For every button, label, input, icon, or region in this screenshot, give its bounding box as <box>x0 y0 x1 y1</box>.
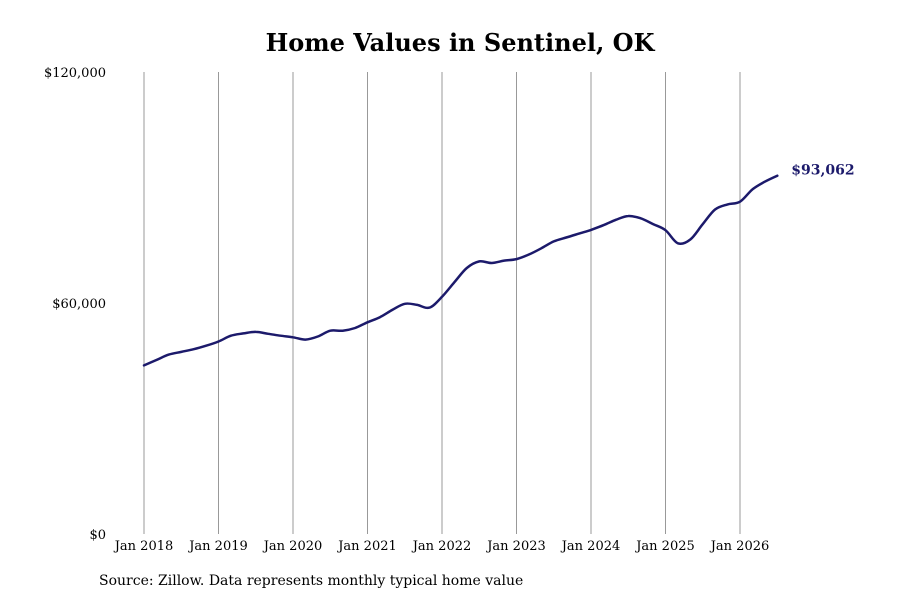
x-tick-label: Jan 2023 <box>485 539 546 554</box>
x-tick-label: Jan 2025 <box>634 539 695 554</box>
series-layer: $93,062 <box>142 163 855 367</box>
y-tick-label: $60,000 <box>52 297 106 312</box>
series-line <box>142 174 779 367</box>
x-tick-label: Jan 2021 <box>336 539 397 554</box>
source-note: Source: Zillow. Data represents monthly … <box>99 573 524 589</box>
x-tick-label: Jan 2018 <box>113 539 174 554</box>
x-tick-label: Jan 2019 <box>187 539 248 554</box>
x-tick-label: Jan 2024 <box>560 539 621 554</box>
axis-labels: Jan 2018 Jan 2019 Jan 2020 Jan 2021 Jan 2022… <box>44 66 769 554</box>
y-tick-label: $0 <box>89 528 106 543</box>
end-value-label: $93,062 <box>791 163 854 179</box>
y-tick-label: $120,000 <box>44 66 106 81</box>
x-tick-label: Jan 2026 <box>709 539 770 554</box>
grid-lines <box>143 72 741 534</box>
x-tick-label: Jan 2022 <box>411 539 472 554</box>
chart-title: Home Values in Sentinel, OK <box>265 28 655 57</box>
x-tick-label: Jan 2020 <box>262 539 323 554</box>
